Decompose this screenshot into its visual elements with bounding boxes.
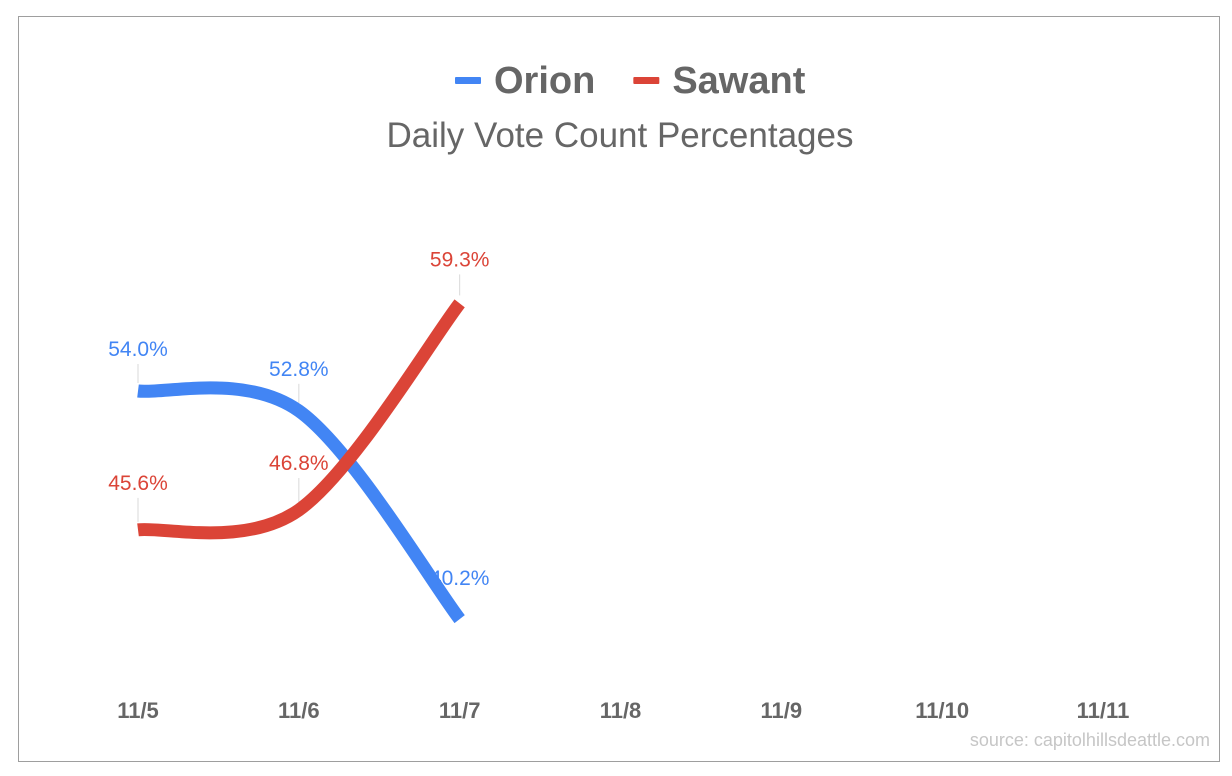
data-label-orion-11/6: 52.8% — [269, 358, 329, 381]
x-axis: 11/5 11/6 11/7 11/8 11/9 11/10 11/11 — [117, 698, 1129, 723]
x-tick-label: 11/9 — [761, 698, 803, 723]
source-note: source: capitolhillsdeattle.com — [970, 730, 1210, 750]
x-tick-label: 11/10 — [915, 698, 969, 723]
data-label-sawant-11/7: 59.3% — [430, 248, 490, 271]
series-line-orion — [137, 381, 465, 624]
x-tick-label: 11/11 — [1077, 698, 1130, 723]
x-tick-label: 11/8 — [600, 698, 642, 723]
x-tick-label: 11/5 — [117, 698, 159, 723]
legend: Orion Sawant — [455, 60, 806, 102]
x-tick-label: 11/7 — [439, 698, 481, 723]
data-label-orion-11/5: 54.0% — [108, 338, 168, 361]
chart-title: Daily Vote Count Percentages — [387, 116, 854, 155]
plot-area: 54.0% 52.8% 40.2% 45.6% 46.8% 59.3% — [108, 248, 490, 624]
legend-label-orion: Orion — [494, 60, 595, 102]
data-label-orion-11/7: 40.2% — [430, 567, 490, 590]
legend-swatch-sawant — [633, 77, 660, 84]
data-label-sawant-11/6: 46.8% — [269, 452, 329, 475]
data-label-sawant-11/5: 45.6% — [108, 472, 168, 495]
series-line-sawant — [137, 299, 465, 540]
legend-label-sawant: Sawant — [672, 60, 805, 102]
x-tick-label: 11/6 — [278, 698, 320, 723]
legend-swatch-orion — [455, 77, 481, 84]
